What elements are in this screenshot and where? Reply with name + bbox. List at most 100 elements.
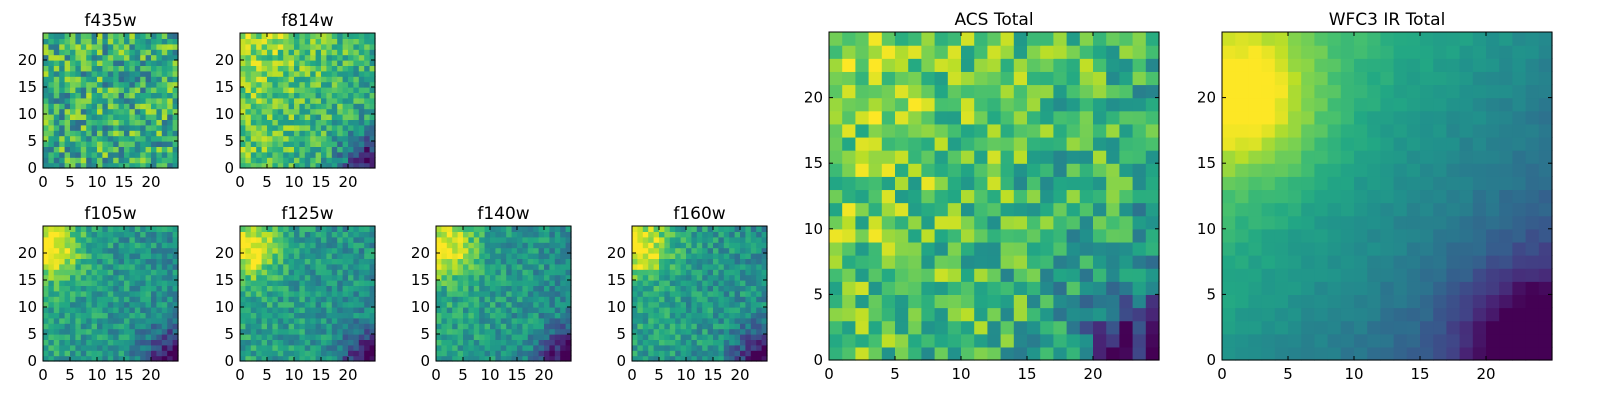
heatmap-cell <box>544 280 550 286</box>
heatmap-cell <box>250 236 257 243</box>
heatmap-cell <box>441 236 448 243</box>
heatmap-cell <box>299 285 306 292</box>
heatmap-cell <box>145 296 152 303</box>
heatmap-cell <box>75 114 82 120</box>
heatmap-cell <box>718 231 725 238</box>
heatmap-cell <box>283 119 290 126</box>
heatmap-cell <box>245 43 252 50</box>
heatmap-cell <box>1222 215 1236 230</box>
heatmap-cell <box>80 65 87 72</box>
heatmap-cell <box>544 258 550 265</box>
heatmap-cell <box>632 274 638 281</box>
heatmap-cell <box>723 334 730 340</box>
heatmap-cell <box>1119 45 1134 59</box>
heatmap-cell <box>156 328 163 335</box>
heatmap-cell <box>468 285 475 292</box>
heatmap-cell <box>664 242 671 249</box>
heatmap-cell <box>506 280 513 286</box>
heatmap-cell <box>1261 281 1276 295</box>
heatmap-cell <box>463 258 469 265</box>
heatmap-cell <box>364 280 371 286</box>
heatmap-cell <box>43 285 49 292</box>
heatmap-cell <box>102 162 109 169</box>
heatmap-cell <box>554 236 561 243</box>
heatmap-cell <box>868 255 883 269</box>
heatmap-cell <box>369 92 376 99</box>
heatmap-cell <box>326 328 333 335</box>
heatmap-cell <box>1367 255 1381 269</box>
heatmap-cell <box>59 296 66 303</box>
heatmap-cell <box>134 285 141 292</box>
heatmap-cell <box>102 344 109 351</box>
heatmap-cell <box>1340 320 1355 335</box>
heatmap-cell <box>1288 294 1302 309</box>
heatmap-cell <box>256 236 263 243</box>
heatmap-cell <box>500 258 507 265</box>
heatmap-cell <box>538 253 545 259</box>
heatmap-cell <box>118 130 125 137</box>
heatmap-cell <box>64 97 71 104</box>
heatmap-cell <box>353 76 360 83</box>
heatmap-cell <box>680 280 687 286</box>
heatmap-cell <box>1261 346 1276 361</box>
heatmap-cell <box>267 157 273 164</box>
heatmap-cell <box>331 60 338 66</box>
heatmap-cell <box>675 339 682 346</box>
heatmap-cell <box>947 202 962 217</box>
heatmap-cell <box>718 339 725 346</box>
heatmap-cell <box>490 253 496 259</box>
heatmap-cell <box>436 344 442 351</box>
heatmap-cell <box>740 274 746 281</box>
heatmap-cell <box>1093 268 1107 282</box>
heatmap-cell <box>1145 189 1160 204</box>
heatmap-cell <box>1288 163 1302 177</box>
heatmap-cell <box>987 45 1002 59</box>
heatmap-cell <box>538 350 545 357</box>
heatmap-cell <box>331 43 338 50</box>
heatmap-cell <box>342 92 349 99</box>
axes-frame <box>239 32 376 169</box>
heatmap-cell <box>102 114 109 120</box>
heatmap-cell <box>326 253 333 259</box>
heatmap-cell <box>80 296 87 303</box>
heatmap-cell <box>70 60 76 66</box>
heatmap-cell <box>283 141 290 147</box>
heatmap-cell <box>124 307 130 313</box>
heatmap-cell <box>277 334 284 340</box>
heatmap-cell <box>745 328 752 335</box>
heatmap-cell <box>256 124 263 131</box>
heatmap-cell <box>48 301 55 308</box>
heatmap-cell <box>500 339 507 346</box>
heatmap-cell <box>321 285 327 292</box>
heatmap-cell <box>1327 281 1342 295</box>
heatmap-cell <box>1079 255 1094 269</box>
heatmap-cell <box>70 247 76 254</box>
heatmap-cell <box>495 231 502 238</box>
heatmap-cell <box>441 334 448 340</box>
heatmap-cell <box>908 71 922 86</box>
heatmap-cells <box>829 32 1160 361</box>
heatmap-cell <box>151 81 157 88</box>
heatmap-cell <box>632 334 638 340</box>
heatmap-cell <box>75 231 82 238</box>
heatmap-cell <box>283 157 290 164</box>
heatmap-cell <box>1066 58 1081 72</box>
heatmap-cell <box>961 97 975 112</box>
heatmap-cell <box>560 339 567 346</box>
heatmap-cell <box>517 312 523 319</box>
heatmap-cell <box>118 92 125 99</box>
heatmap-cell <box>288 141 295 147</box>
heatmap-cell <box>145 81 152 88</box>
heatmap-cell <box>1446 320 1461 335</box>
heatmap-cell <box>102 274 109 281</box>
heatmap-cell <box>53 38 60 45</box>
heatmap-cell <box>145 135 152 142</box>
heatmap-cell <box>881 110 896 125</box>
heatmap-cell <box>1066 294 1081 309</box>
heatmap-cell <box>1000 110 1015 125</box>
heatmap-cell <box>294 119 300 126</box>
heatmap-cell <box>881 320 896 335</box>
heatmap-cell <box>358 162 365 169</box>
heatmap-cell <box>1079 189 1094 204</box>
heatmap-cell <box>934 163 949 177</box>
